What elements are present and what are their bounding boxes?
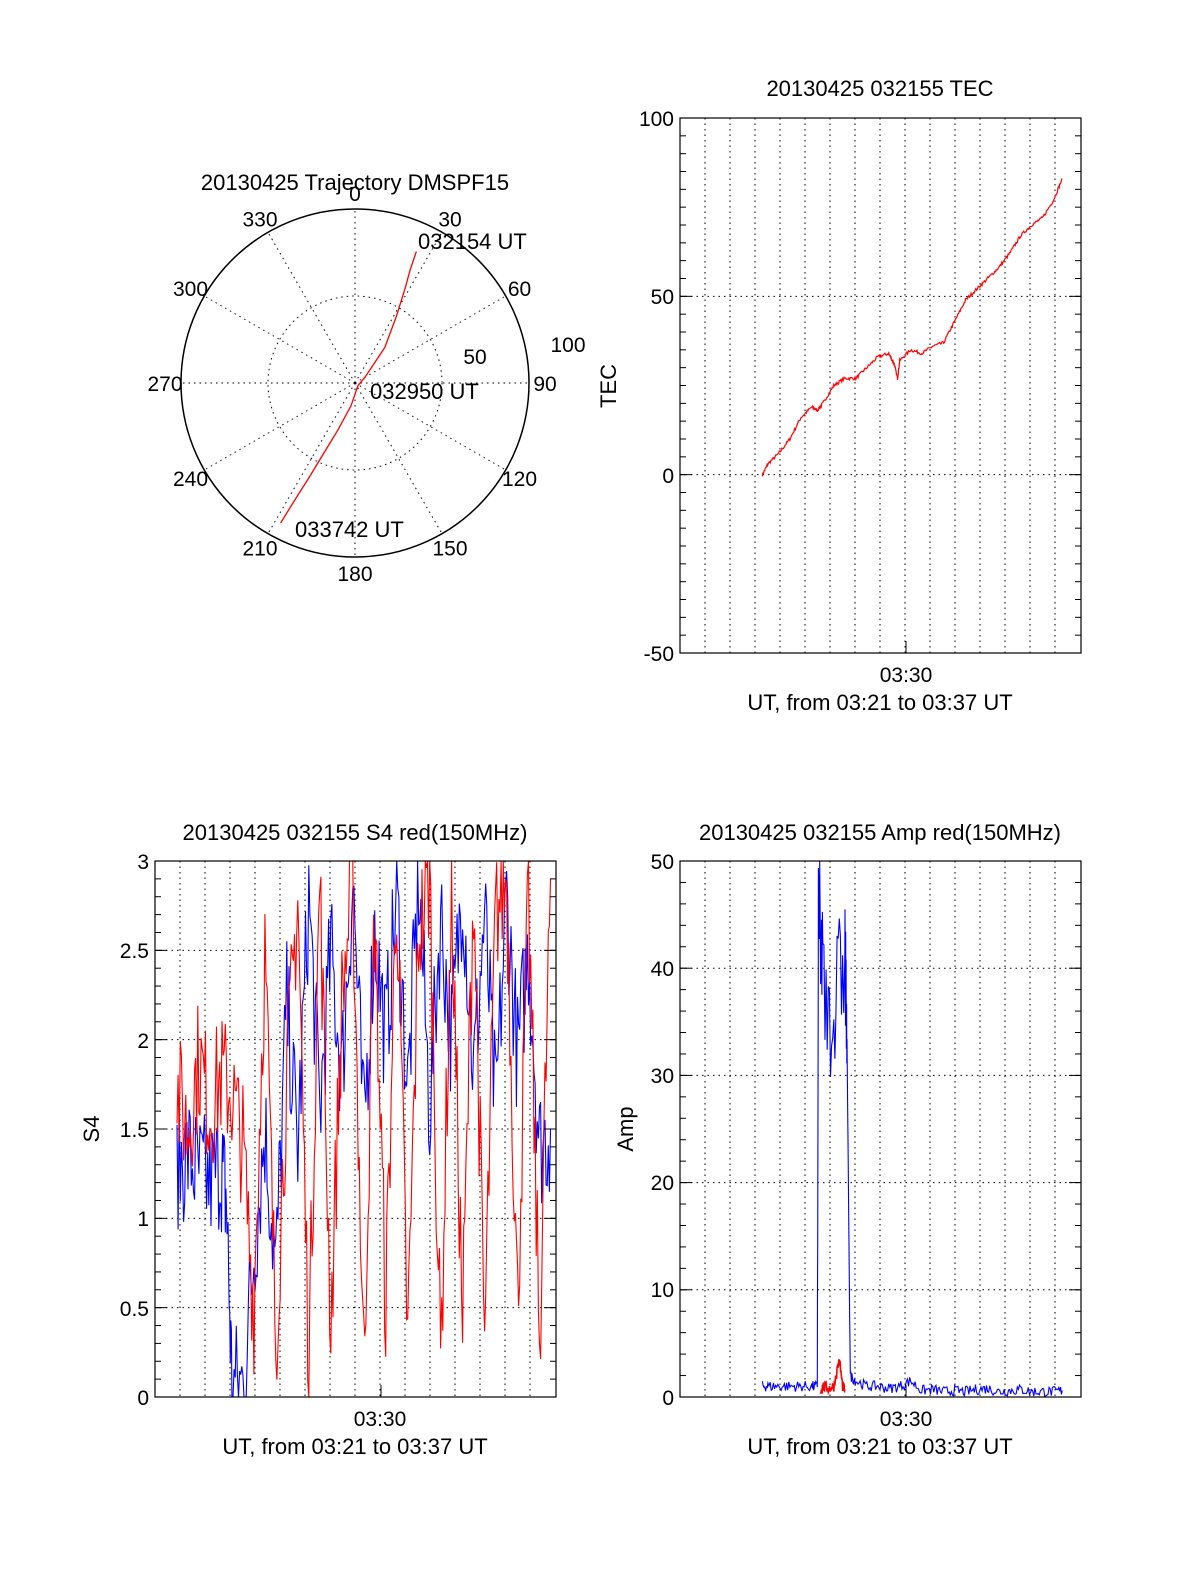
s4-panel: 20130425 032155 S4 red(150MHz) 3 2.5 2 1… [79, 820, 557, 1459]
amp-plot-frame [679, 860, 1082, 1398]
trajectory-start-label: 032154 UT [418, 229, 527, 254]
tec-panel: 20130425 032155 TEC 100 50 0 -50 03:30 U… [596, 76, 1082, 715]
s4-red-series-line [176, 860, 552, 1398]
amp-y-axis-label: Amp [613, 1106, 638, 1151]
tec-axis-ticks [680, 117, 1081, 654]
s4-y-axis-label: S4 [79, 1116, 104, 1143]
polar-spoke [204, 382, 356, 471]
tec-y-tick-label: 50 [651, 286, 674, 309]
tec-y-tick-label: -50 [644, 643, 674, 666]
s4-title: 20130425 032155 S4 red(150MHz) [183, 820, 528, 845]
polar-spoke [354, 382, 443, 534]
azimuth-label: 180 [337, 563, 372, 586]
tec-x-tick-label: 03:30 [880, 664, 933, 687]
trajectory-title: 20130425 Trajectory DMSPF15 [201, 170, 509, 195]
s4-y-tick-label: 1 [137, 1208, 149, 1231]
amp-blue-series-line [761, 860, 1063, 1398]
tec-y-tick-label: 100 [639, 108, 674, 131]
s4-y-tick-label: 1.5 [120, 1119, 149, 1142]
trajectory-mid-label: 032950 UT [370, 379, 479, 404]
tec-series-line [761, 178, 1063, 477]
amp-y-tick-label: 30 [651, 1065, 674, 1088]
azimuth-label: 60 [508, 278, 531, 301]
amp-panel: 20130425 032155 Amp red(150MHz) 50 40 30… [613, 820, 1082, 1459]
amp-y-tick-label: 20 [651, 1172, 674, 1195]
tec-y-axis-label: TEC [596, 364, 621, 408]
azimuth-label: 240 [173, 468, 208, 491]
azimuth-label: 270 [147, 373, 182, 396]
polar-spoke [354, 232, 443, 384]
s4-axis-ticks [155, 860, 556, 1398]
s4-y-tick-label: 3 [137, 851, 149, 874]
amp-title: 20130425 032155 Amp red(150MHz) [699, 820, 1061, 845]
s4-x-axis-label: UT, from 03:21 to 03:37 UT [222, 1434, 487, 1459]
amp-x-tick-label: 03:30 [880, 1408, 933, 1431]
trajectory-panel: 20130425 Trajectory DMSPF15 0 30 60 90 120 15… [147, 170, 585, 586]
azimuth-label: 30 [438, 209, 461, 232]
amp-y-tick-label: 10 [651, 1279, 674, 1302]
trajectory-track [280, 251, 417, 524]
amp-y-tick-label: 50 [651, 851, 674, 874]
polar-spoke [354, 295, 506, 384]
polar-ring-50 [267, 295, 443, 471]
azimuth-label: 330 [242, 209, 277, 232]
tec-x-axis-label: UT, from 03:21 to 03:37 UT [747, 690, 1012, 715]
polar-azimuth-labels: 0 30 60 90 120 150 180 210 240 270 300 330 [147, 183, 556, 586]
polar-spoke [204, 295, 356, 384]
s4-x-tick-label: 03:30 [354, 1408, 407, 1431]
azimuth-label: 120 [502, 468, 537, 491]
tec-y-tick-label: 0 [662, 465, 674, 488]
polar-spoke [354, 382, 506, 471]
azimuth-label: 0 [349, 183, 361, 206]
amp-axis-ticks [680, 860, 1081, 1398]
radial-label-100: 100 [550, 334, 585, 357]
azimuth-label: 210 [242, 538, 277, 561]
polar-outer-ring [180, 208, 530, 558]
tec-title: 20130425 032155 TEC [766, 76, 993, 101]
s4-blue-series-line [176, 860, 552, 1398]
tec-plot-frame [679, 117, 1082, 654]
azimuth-label: 90 [533, 373, 556, 396]
s4-y-tick-label: 0.5 [120, 1298, 149, 1321]
amp-x-axis-label: UT, from 03:21 to 03:37 UT [747, 1434, 1012, 1459]
polar-spoke [267, 382, 356, 534]
azimuth-label: 150 [432, 538, 467, 561]
radial-label-50: 50 [463, 346, 486, 369]
amp-grid [680, 861, 1081, 1397]
amp-red-series-line [819, 1359, 846, 1396]
tec-grid [680, 118, 1081, 653]
trajectory-end-label: 033742 UT [295, 517, 404, 542]
s4-y-tick-label: 2.5 [120, 940, 149, 963]
polar-spoke [267, 232, 356, 384]
s4-y-tick-label: 2 [137, 1030, 149, 1053]
s4-y-tick-label: 0 [137, 1387, 149, 1410]
amp-y-tick-label: 40 [651, 958, 674, 981]
azimuth-label: 300 [173, 278, 208, 301]
amp-y-tick-label: 0 [662, 1387, 674, 1410]
polar-grid [181, 209, 529, 557]
